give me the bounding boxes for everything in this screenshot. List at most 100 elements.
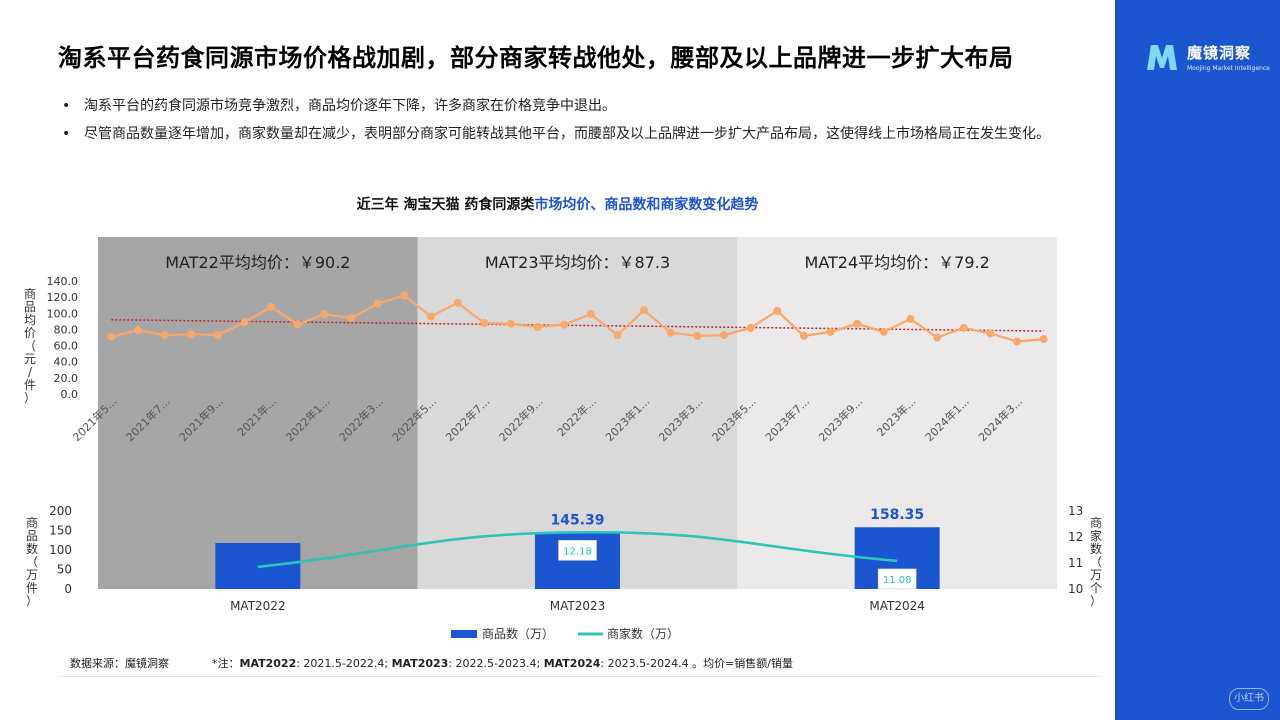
avg-price-point: [799, 331, 808, 340]
bullet-item: • 淘系平台的药食同源市场竞争激烈，商品均价逐年下降，许多商家在价格竞争中退出。: [60, 96, 1090, 116]
product-count-label: 145.39: [550, 512, 604, 528]
avg-price-point: [1039, 335, 1048, 344]
avg-price-point: [133, 326, 142, 335]
bullet-text: 尽管商品数量逐年增加，商家数量却在减少，表明部分商家可能转战其他平台，而腰部及以…: [84, 126, 1050, 142]
avg-price-point: [240, 318, 249, 327]
legend-merchant-label: 商家数（万）: [607, 626, 679, 641]
period-average-label: MAT23平均均价：￥87.3: [485, 253, 670, 272]
period-average-label: MAT22平均均价：￥90.2: [165, 253, 350, 272]
count-y-right-tick: 12: [1068, 530, 1083, 544]
bullet-dot: •: [62, 98, 71, 114]
watermark: 小红书: [1229, 688, 1269, 710]
avg-price-point: [826, 327, 835, 336]
count-y-left-label-char: 数: [26, 541, 38, 556]
brand-logo: 魔镜洞察 Moojing Market Intelligence: [1145, 42, 1270, 72]
merchant-count-label: 11.08: [883, 575, 912, 586]
chart-title-prefix: 近三年 淘宝天猫 药食同源类: [356, 197, 535, 213]
bullet-text: 淘系平台的药食同源市场竞争激烈，商品均价逐年下降，许多商家在价格竞争中退出。: [84, 98, 616, 114]
price-y-tick: 20.0: [54, 372, 79, 385]
count-y-left-label-char: ）: [26, 594, 38, 608]
mat-category-label: MAT2023: [550, 599, 606, 613]
bullet-item: • 尽管商品数量逐年增加，商家数量却在减少，表明部分商家可能转战其他平台，而腰部…: [60, 124, 1090, 144]
count-y-left-label-char: （: [26, 555, 38, 569]
count-y-left-label-char: 万: [26, 568, 38, 582]
avg-price-point: [453, 298, 462, 307]
merchant-count-line: [257, 530, 898, 569]
note-prefix: *注：: [212, 657, 240, 670]
price-y-label-char: ）: [24, 391, 36, 405]
note-mat2023: MAT2023: [391, 657, 449, 670]
merchant-count-label: 12.18: [563, 546, 592, 557]
avg-price-point: [746, 323, 755, 332]
period-band: [98, 237, 418, 589]
combined-chart: MAT22平均均价：￥90.2 MAT23平均均价：￥87.3 MAT24平均均价：…: [24, 237, 1102, 641]
avg-price-point: [773, 306, 782, 315]
count-y-right-label-char: 个: [1090, 581, 1102, 595]
count-y-left-tick: 150: [49, 524, 72, 538]
count-y-right-label-char: 商: [1090, 515, 1102, 530]
price-y-tick: 40.0: [54, 356, 79, 369]
source-value: 魔镜洞察: [125, 657, 169, 670]
page-title: 淘系平台药食同源市场价格战加剧，部分商家转战他处，腰部及以上品牌进一步扩大布局: [58, 44, 1014, 72]
avg-price-point: [347, 314, 356, 323]
legend-product-label: 商品数（万）: [482, 626, 554, 641]
avg-price-point: [213, 331, 222, 340]
count-y-right-label-char: ）: [1090, 594, 1102, 608]
avg-price-point: [400, 291, 409, 300]
avg-price-line: [111, 294, 1044, 343]
price-y-label-char: 均: [24, 313, 36, 327]
period-band: [417, 237, 738, 589]
price-y-tick: 0.0: [61, 388, 79, 401]
avg-price-point: [613, 331, 622, 340]
avg-price-point: [426, 312, 435, 321]
price-y-label-char: 件: [24, 378, 36, 392]
brand-sidebar: [1115, 0, 1280, 720]
avg-price-point: [160, 331, 169, 340]
footer-divider: [60, 676, 1100, 677]
avg-price-point: [320, 310, 329, 319]
avg-price-point: [906, 314, 915, 323]
footer-source: 数据来源：魔镜洞察: [70, 655, 169, 671]
count-y-right-tick: 10: [1068, 582, 1083, 596]
price-y-label-char: 商: [24, 286, 36, 301]
avg-price-point: [853, 319, 862, 328]
note-mat2023-range: : 2022.5-2023.4;: [448, 657, 544, 670]
price-y-tick: 80.0: [54, 323, 79, 336]
count-y-left-tick: 50: [57, 563, 72, 577]
note-mat2022-range: : 2021.5-2022.4;: [296, 657, 392, 670]
count-y-left-label-char: 商: [26, 515, 38, 530]
avg-price-point: [533, 323, 542, 332]
mat-category-label: MAT2024: [869, 599, 925, 613]
avg-price-point: [720, 331, 729, 340]
avg-price-point: [293, 320, 302, 329]
price-y-label-char: （: [24, 339, 36, 353]
moojing-logo-icon: [1147, 45, 1177, 70]
chart-title-highlight: 市场均价、商品数和商家数变化趋势: [534, 197, 759, 213]
count-y-left-tick: 0: [64, 582, 72, 596]
price-y-label-char: 品: [24, 300, 36, 314]
chart-title: 近三年 淘宝天猫 药食同源类市场均价、商品数和商家数变化趋势: [0, 194, 1115, 214]
logo-tagline: Moojing Market Intelligence: [1187, 65, 1270, 72]
price-y-tick: 60.0: [54, 340, 79, 353]
count-y-left-label-char: 件: [26, 581, 38, 595]
avg-price-point: [480, 318, 489, 327]
count-y-right-label-char: 家: [1090, 528, 1102, 543]
note-mat2024-range: : 2023.5-2024.4 。均价=销售额/销量: [600, 657, 793, 670]
count-y-right-label-char: 万: [1090, 568, 1102, 582]
count-y-right-label-char: 数: [1090, 541, 1102, 556]
mat-category-label: MAT2022: [230, 599, 286, 613]
legend-product-swatch: [451, 630, 477, 638]
avg-price-point: [933, 333, 942, 342]
logo-name: 魔镜洞察: [1187, 44, 1252, 62]
count-y-right-tick: 13: [1068, 504, 1083, 518]
merchant-count-label-box: [877, 568, 917, 590]
note-mat2024: MAT2024: [543, 657, 601, 670]
merchant-count-label-box: [558, 540, 597, 561]
avg-price-point: [879, 327, 888, 336]
product-count-label: 158.35: [870, 507, 924, 523]
period-average-label: MAT24平均均价：￥79.2: [805, 253, 990, 272]
bullet-list: • 淘系平台的药食同源市场竞争激烈，商品均价逐年下降，许多商家在价格竞争中退出。…: [60, 96, 1090, 152]
price-y-tick: 140.0: [47, 275, 79, 288]
count-y-right-tick: 11: [1068, 556, 1083, 570]
avg-price-point: [560, 320, 569, 329]
